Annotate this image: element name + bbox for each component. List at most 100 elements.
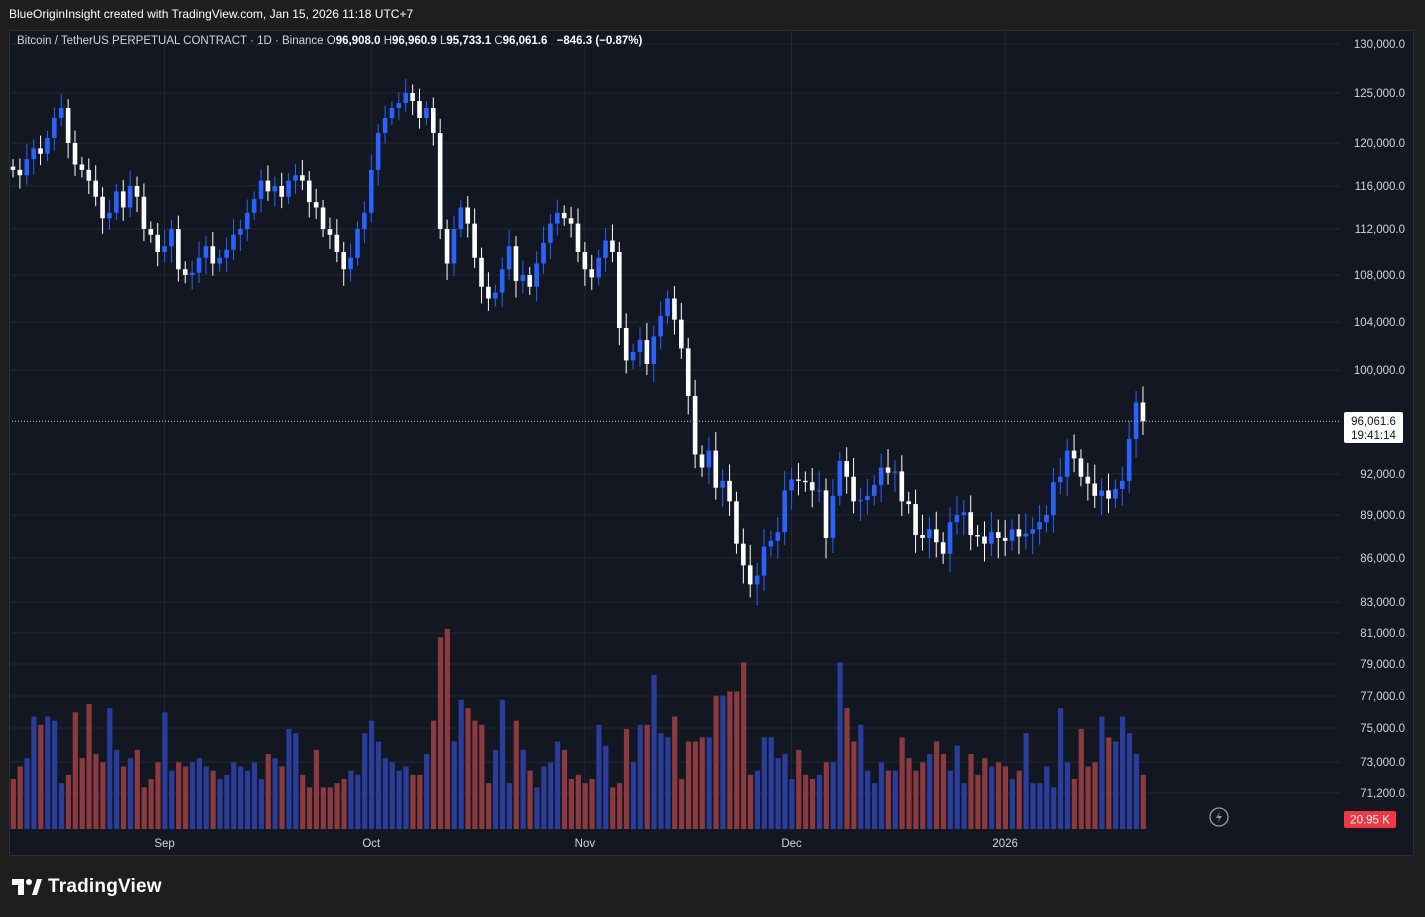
volume-bar [651,674,657,829]
volume-bar [796,749,802,829]
candle-body [38,148,43,154]
volume-bar [1106,737,1112,829]
volume-bar [809,779,816,829]
volume-bar [665,737,671,829]
candle-body [548,223,553,243]
volume-bar [368,720,375,829]
candle-body [1119,480,1125,490]
candle-body [120,191,126,208]
candle-body [1113,489,1118,499]
volume-bar [761,737,767,829]
candle-body [1106,490,1111,499]
volume-bar [320,787,326,829]
candle-body [189,272,195,275]
time-tick-label: 2026 [992,838,1018,850]
candle-body [1051,482,1056,515]
candle-body [286,180,291,197]
candle-body [885,467,891,473]
volume-bar [630,762,636,829]
candle-body [768,540,774,547]
volume-bar [672,716,678,829]
low-label: L [439,35,447,47]
candle-body [17,169,23,176]
candle-body [389,108,395,118]
volume-bar [258,779,264,829]
volume-bar [582,783,588,829]
candle-body [761,546,767,576]
price-tick-label: 89,000.0 [1360,510,1405,522]
candle-body [837,461,843,496]
volume-bar [499,699,506,829]
low-value: 95,733.1 [446,35,492,47]
volume-bar [727,691,733,829]
candle-body [672,298,677,320]
volume-bar [961,783,967,829]
candle-body [995,532,1001,538]
volume-bar [120,766,127,829]
candle-body [244,212,250,229]
candle-body [637,340,643,352]
volume-bar [685,741,692,829]
volume-bar [444,629,450,829]
candle-body [217,257,222,264]
candle-countdown-label: 19:41:14 [1351,430,1396,442]
candle-body [830,495,836,538]
volume-bar [920,762,926,829]
volume-bar [458,699,464,829]
candle-body [430,108,436,133]
candle-body [1140,402,1146,422]
volume-bar [93,754,99,829]
volume-bar [189,762,196,829]
candle-body [148,229,154,235]
volume-bar [251,762,258,829]
volume-bar [38,724,44,829]
candle-body [1057,476,1063,483]
candle-body [265,180,271,192]
volume-bar [306,787,313,829]
volume-bar [58,783,65,829]
volume-bar [479,724,485,829]
volume-tag-label: 20.95 K [1350,815,1390,827]
candle-body [610,240,615,252]
candle-body [24,159,30,176]
time-axis: Sep Oct Nov Dec 2026 [154,838,1018,850]
volume-bar [300,774,306,829]
candle-body [803,480,808,483]
candle-body [823,490,829,538]
candle-body [134,186,140,197]
candle-body [520,275,526,281]
volume-bar [272,758,278,829]
candle-body [100,196,105,219]
candle-body [871,484,877,496]
volume-bar [114,749,120,829]
bolt-icon[interactable] [1209,807,1229,827]
volume-bar [865,770,871,829]
candle-body [479,257,484,287]
candle-body [809,482,815,491]
price-tick-label: 83,000.0 [1360,597,1405,609]
volume-bar [699,737,705,829]
volume-bars [10,629,1146,829]
candle-body [630,352,636,361]
volume-bar [623,729,630,829]
price-tick-label: 104,000.0 [1354,317,1405,329]
price-tick-label: 92,000.0 [1360,469,1405,481]
volume-bar [403,766,409,829]
volume-bar [1078,729,1084,829]
candle-body [127,186,133,208]
candle-body [665,298,670,317]
volume-bar [1044,766,1050,829]
volume-bar [231,762,237,829]
volume-bar [878,762,885,829]
candle-body [940,542,946,554]
volume-bar [437,637,444,829]
volume-bar [520,749,526,829]
volume-bar [107,708,113,829]
volume-bar [279,766,285,829]
candle-body [961,512,967,515]
candle-body [417,101,422,118]
volume-bar [692,741,699,829]
volume-bar [176,762,182,829]
volume-bar [892,770,898,829]
